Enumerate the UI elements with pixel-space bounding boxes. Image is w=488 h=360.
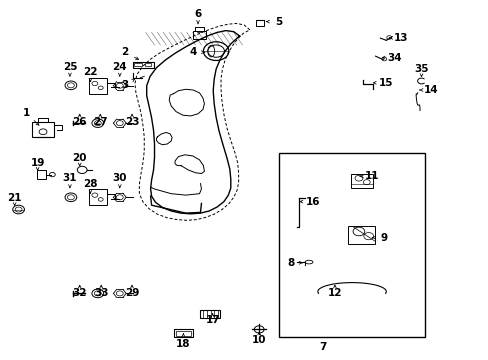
Text: 33: 33 — [94, 288, 108, 298]
Bar — [176, 331, 190, 336]
Bar — [89, 189, 106, 205]
Text: 19: 19 — [30, 158, 45, 168]
Text: 18: 18 — [176, 339, 190, 349]
Text: 13: 13 — [393, 33, 407, 43]
Bar — [192, 31, 206, 39]
Text: 12: 12 — [327, 288, 342, 298]
Text: 17: 17 — [205, 315, 220, 325]
Bar — [132, 62, 154, 68]
Text: 21: 21 — [7, 193, 22, 203]
Bar — [89, 78, 106, 94]
Text: 14: 14 — [423, 85, 438, 95]
Bar — [200, 310, 220, 318]
Text: 25: 25 — [62, 62, 77, 72]
Bar — [32, 122, 54, 137]
Text: 10: 10 — [251, 335, 266, 345]
Text: 6: 6 — [194, 9, 201, 19]
Bar — [278, 153, 425, 337]
Text: 35: 35 — [413, 64, 428, 74]
Text: 5: 5 — [275, 17, 282, 27]
Text: 15: 15 — [378, 78, 393, 88]
Text: 8: 8 — [287, 258, 294, 268]
Text: 11: 11 — [364, 171, 378, 181]
Text: 4: 4 — [189, 47, 197, 57]
Text: 1: 1 — [23, 108, 30, 118]
Bar — [134, 63, 142, 66]
Text: 34: 34 — [387, 53, 402, 63]
Text: 27: 27 — [93, 117, 107, 127]
Bar — [37, 170, 46, 179]
Text: 23: 23 — [124, 117, 139, 127]
Text: 32: 32 — [72, 288, 87, 298]
Text: 9: 9 — [380, 233, 386, 243]
Text: 31: 31 — [62, 173, 77, 183]
Bar — [145, 63, 151, 66]
Text: 7: 7 — [318, 342, 326, 352]
Text: 2: 2 — [121, 47, 128, 57]
Text: 29: 29 — [124, 288, 139, 298]
Text: 28: 28 — [83, 179, 98, 189]
Text: 16: 16 — [305, 197, 320, 207]
Text: 26: 26 — [72, 117, 87, 127]
Text: 20: 20 — [72, 153, 87, 163]
Text: 30: 30 — [112, 173, 127, 183]
Text: 22: 22 — [83, 67, 98, 77]
Bar — [350, 174, 372, 188]
Bar — [347, 226, 374, 244]
Text: 24: 24 — [112, 62, 127, 72]
Bar — [173, 329, 193, 337]
Text: 3: 3 — [121, 80, 128, 90]
